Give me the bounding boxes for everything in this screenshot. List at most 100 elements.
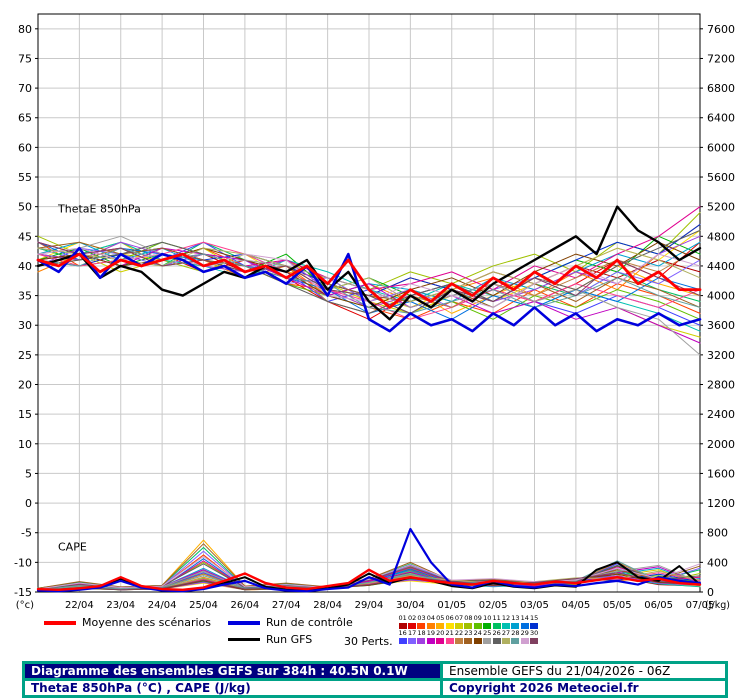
footer-panel: Diagramme des ensembles GEFS sur 384h : … — [22, 661, 728, 698]
pert-number: 11 — [492, 614, 501, 622]
pert-number: 14 — [520, 614, 529, 622]
svg-text:65: 65 — [18, 112, 32, 125]
svg-text:5600: 5600 — [707, 171, 735, 184]
pert-number: 28 — [511, 629, 520, 637]
svg-text:-15: -15 — [14, 586, 32, 599]
svg-text:27/04: 27/04 — [272, 600, 301, 611]
pert-color-swatch — [445, 638, 454, 644]
pert-number: 07 — [454, 614, 464, 622]
svg-text:1600: 1600 — [707, 467, 735, 480]
svg-text:26/04: 26/04 — [230, 600, 259, 611]
svg-text:0: 0 — [707, 586, 714, 599]
pert-number: 27 — [501, 629, 511, 637]
pert-number: 09 — [473, 614, 482, 622]
svg-text:50: 50 — [18, 201, 32, 214]
legend-mean-label: Moyenne des scénarios — [82, 616, 211, 629]
svg-text:35: 35 — [18, 290, 32, 303]
pert-key-12: 12 — [501, 614, 510, 629]
svg-text:30/04: 30/04 — [396, 600, 425, 611]
svg-text:55: 55 — [18, 171, 32, 184]
pert-number: 12 — [501, 614, 511, 622]
svg-text:29/04: 29/04 — [355, 600, 384, 611]
pert-key-16: 16 — [398, 629, 407, 644]
svg-text:2800: 2800 — [707, 379, 735, 392]
pert-number: 30 — [530, 629, 539, 637]
footer-copyright: Copyright 2026 Meteociel.fr — [443, 681, 725, 695]
pert-color-swatch — [473, 623, 482, 629]
pert-key-10: 10 — [483, 614, 492, 629]
pert-key-28: 28 — [511, 629, 520, 644]
footer-left-column: Diagramme des ensembles GEFS sur 384h : … — [25, 664, 440, 695]
svg-text:24/04: 24/04 — [148, 600, 177, 611]
legend-perts-label: 30 Perts. — [344, 635, 393, 648]
pert-color-swatch — [483, 638, 492, 644]
gfs-line-icon — [228, 638, 260, 641]
pert-key-05: 05 — [436, 614, 445, 629]
svg-text:60: 60 — [18, 141, 32, 154]
pert-key-07: 07 — [454, 614, 463, 629]
pert-key-14: 14 — [520, 614, 529, 629]
svg-text:ThetaE 850hPa: ThetaE 850hPa — [57, 203, 141, 216]
pert-color-swatch — [455, 623, 464, 629]
pert-color-swatch — [426, 623, 435, 629]
svg-text:-10: -10 — [14, 556, 32, 569]
svg-text:06/05: 06/05 — [644, 600, 673, 611]
pert-key-09: 09 — [473, 614, 482, 629]
pert-key-26: 26 — [492, 629, 501, 644]
pert-number: 06 — [445, 614, 454, 622]
pert-color-swatch — [417, 638, 426, 644]
pert-number: 20 — [436, 629, 445, 637]
pert-key-27: 27 — [501, 629, 510, 644]
pert-key-03: 03 — [417, 614, 426, 629]
pert-number: 03 — [417, 614, 426, 622]
pert-key-13: 13 — [511, 614, 520, 629]
svg-text:1200: 1200 — [707, 497, 735, 510]
pert-key-15: 15 — [529, 614, 538, 629]
svg-text:15: 15 — [18, 408, 32, 421]
svg-text:70: 70 — [18, 82, 32, 95]
pert-color-swatch — [445, 623, 454, 629]
svg-text:(°c): (°c) — [16, 600, 34, 611]
svg-text:7600: 7600 — [707, 23, 735, 36]
pert-color-swatch — [408, 638, 417, 644]
svg-text:01/05: 01/05 — [437, 600, 466, 611]
svg-text:6800: 6800 — [707, 82, 735, 95]
svg-text:CAPE: CAPE — [58, 541, 87, 554]
svg-text:3200: 3200 — [707, 349, 735, 362]
pert-color-swatch — [417, 623, 426, 629]
pert-color-swatch — [464, 623, 473, 629]
pert-number: 19 — [426, 629, 435, 637]
svg-text:4400: 4400 — [707, 260, 735, 273]
control-line-icon — [228, 620, 260, 625]
pert-number: 02 — [407, 614, 417, 622]
pert-number: 13 — [511, 614, 520, 622]
svg-text:2000: 2000 — [707, 438, 735, 451]
pert-color-swatch — [530, 638, 539, 644]
pert-number: 25 — [483, 629, 492, 637]
footer-right-column: Ensemble GEFS du 21/04/2026 - 06Z Copyri… — [443, 664, 725, 695]
pert-number: 21 — [445, 629, 454, 637]
svg-text:0: 0 — [25, 497, 32, 510]
pert-key-06: 06 — [445, 614, 454, 629]
pert-number: 08 — [464, 614, 473, 622]
pert-color-swatch — [408, 623, 417, 629]
pert-number: 29 — [520, 629, 529, 637]
svg-text:03/05: 03/05 — [520, 600, 549, 611]
pert-number: 17 — [407, 629, 417, 637]
svg-text:-5: -5 — [21, 527, 32, 540]
pert-number: 23 — [464, 629, 473, 637]
footer-title: Diagramme des ensembles GEFS sur 384h : … — [25, 664, 440, 678]
pert-color-swatch — [398, 623, 407, 629]
pert-number: 24 — [473, 629, 482, 637]
legend-control-label: Run de contrôle — [266, 616, 353, 629]
svg-text:5: 5 — [25, 467, 32, 480]
svg-text:30: 30 — [18, 319, 32, 332]
svg-text:80: 80 — [18, 23, 32, 36]
pert-color-key: 01 02 03 04 05 06 07 08 09 10 11 12 13 14 15 16 17 18 19 20… — [398, 614, 539, 644]
svg-text:(J/kg): (J/kg) — [705, 600, 730, 611]
pert-key-22: 22 — [454, 629, 463, 644]
ensemble-chart: -15 -10 -5 0 5 10 15 20 25 30 35 40 45 50 55 60 65 70 75 80… — [14, 13, 735, 611]
svg-text:5200: 5200 — [707, 201, 735, 214]
legend-gfs: Run GFS — [228, 633, 312, 646]
pert-color-swatch — [511, 638, 520, 644]
